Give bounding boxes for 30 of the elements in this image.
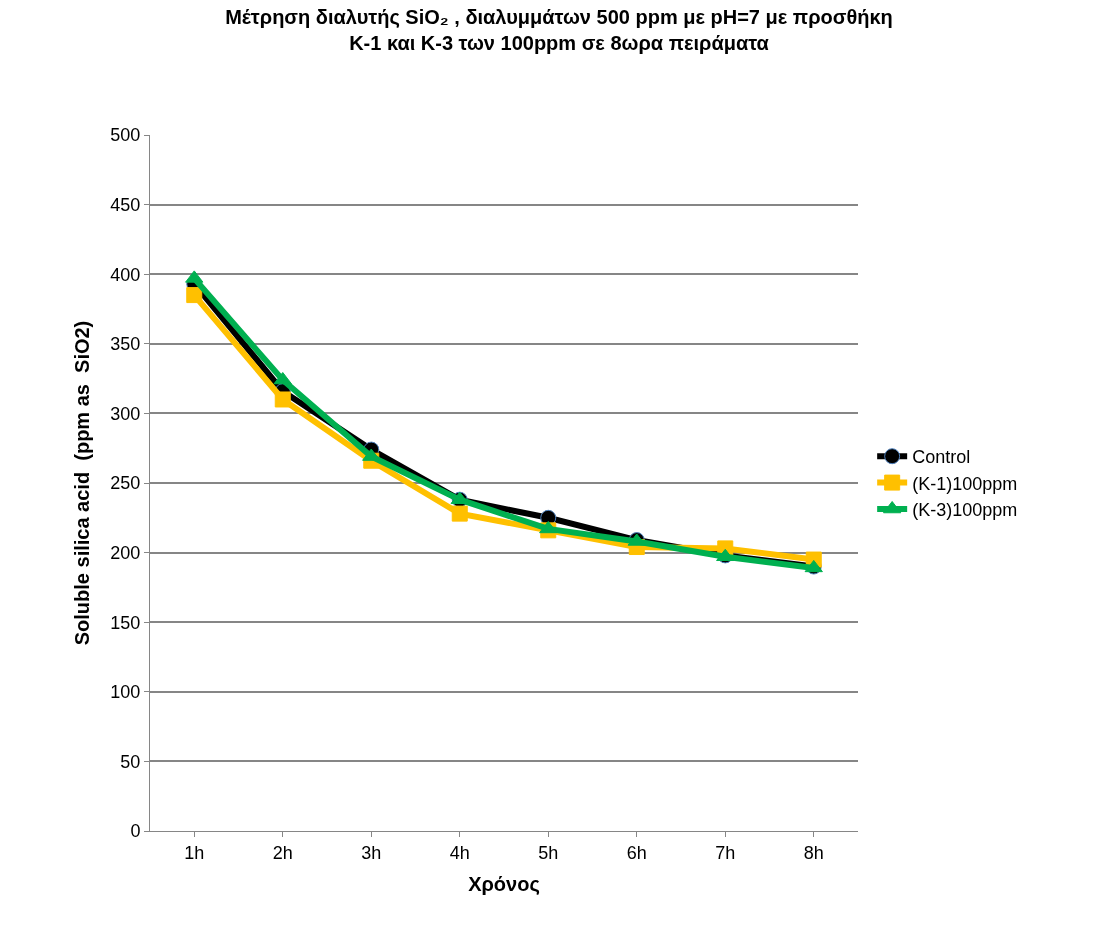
x-tick-label: 5h bbox=[538, 842, 559, 863]
y-tick-label: 100 bbox=[110, 682, 141, 703]
x-tick-label: 7h bbox=[715, 842, 736, 863]
point bbox=[186, 287, 203, 304]
x-tick-label: 2h bbox=[272, 842, 293, 863]
point bbox=[539, 520, 558, 534]
x-tick-label: 6h bbox=[626, 842, 647, 863]
y-tick-label: 200 bbox=[110, 542, 141, 563]
y-tick-label: 150 bbox=[110, 612, 141, 633]
y-tick-label: 0 bbox=[130, 821, 141, 842]
x-tick-label: 3h bbox=[361, 842, 382, 863]
legend-label: (K-1)100ppm bbox=[912, 473, 1018, 494]
y-tick-label: 450 bbox=[110, 194, 141, 215]
y-tick-label: 250 bbox=[110, 473, 141, 494]
x-axis-title: Χρόνος bbox=[468, 873, 540, 896]
y-tick-label: 400 bbox=[110, 264, 141, 285]
point bbox=[274, 391, 291, 408]
x-tick-label: 8h bbox=[803, 842, 824, 863]
y-tick-label: 300 bbox=[110, 403, 141, 424]
legend-label: Control bbox=[912, 447, 971, 468]
y-tick-label: 50 bbox=[120, 751, 141, 772]
legend-label: (K-3)100ppm bbox=[912, 500, 1018, 521]
y-tick-label: 350 bbox=[110, 334, 141, 355]
x-tick-label: 1h bbox=[184, 842, 205, 863]
point bbox=[273, 371, 292, 385]
y-axis-title: Soluble silica acid (ppm as SiO2) bbox=[70, 320, 93, 646]
x-tick-label: 4h bbox=[449, 842, 470, 863]
chart-title: Μέτρηση διαλυτής SiO₂ , διαλυμμάτων 500 ppm με pH=7 με προσθήκη Κ-1 και Κ-3 των 100ppm σε 8ωρα πειράματα bbox=[225, 5, 893, 54]
point bbox=[451, 505, 468, 522]
y-tick-label: 500 bbox=[110, 125, 141, 146]
